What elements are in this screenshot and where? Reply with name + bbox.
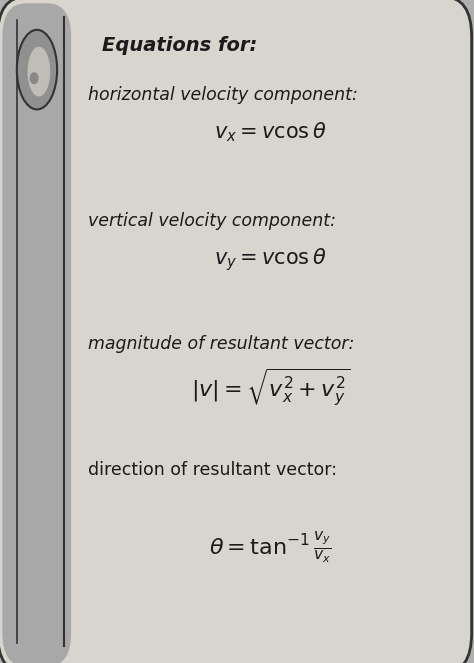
- Ellipse shape: [17, 30, 57, 109]
- Text: $\theta = \tan^{-1}\frac{v_y}{v_x}$: $\theta = \tan^{-1}\frac{v_y}{v_x}$: [209, 529, 332, 565]
- Text: vertical velocity component:: vertical velocity component:: [88, 212, 336, 230]
- Text: magnitude of resultant vector:: magnitude of resultant vector:: [88, 335, 354, 353]
- Text: direction of resultant vector:: direction of resultant vector:: [88, 461, 337, 479]
- FancyBboxPatch shape: [2, 3, 71, 663]
- Text: $v_x = v\cos\theta$: $v_x = v\cos\theta$: [214, 121, 327, 145]
- Text: Equations for:: Equations for:: [102, 36, 257, 56]
- Text: horizontal velocity component:: horizontal velocity component:: [88, 86, 357, 104]
- Text: $|v| = \sqrt{v^2_x + v^2_y}$: $|v| = \sqrt{v^2_x + v^2_y}$: [191, 367, 350, 409]
- Ellipse shape: [27, 47, 50, 96]
- Text: $v_y = v\cos\theta$: $v_y = v\cos\theta$: [214, 247, 327, 273]
- Circle shape: [30, 73, 38, 84]
